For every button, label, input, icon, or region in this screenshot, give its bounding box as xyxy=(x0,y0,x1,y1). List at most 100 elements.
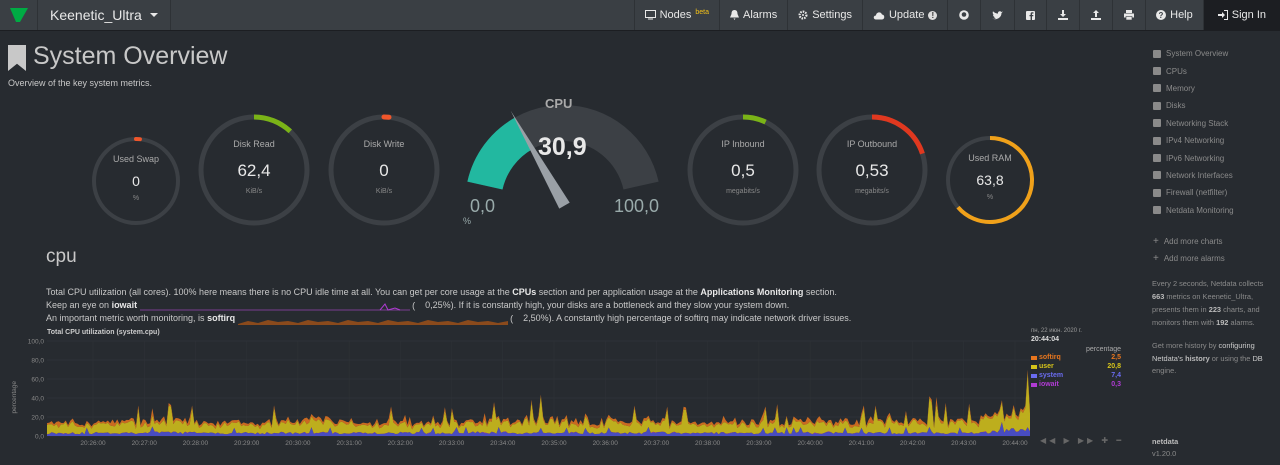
legend-row-system[interactable]: system 7,4 xyxy=(1031,371,1121,380)
cpu-icon xyxy=(1153,67,1161,76)
gauge-used-swap[interactable]: Used Swap 0 % xyxy=(90,135,182,227)
gauge-ip-outbound[interactable]: IP Outbound 0,53 megabits/s xyxy=(815,113,929,227)
applications-link[interactable]: Applications Monitoring xyxy=(700,287,804,297)
x-tick-label: 20:31:00 xyxy=(336,440,362,447)
desc-text: section. xyxy=(803,287,837,297)
twitter-icon xyxy=(992,10,1004,19)
help-button[interactable]: ? Help xyxy=(1145,0,1203,30)
cpu-gauge-needle xyxy=(510,110,570,209)
desc-text: section and per application usage at the xyxy=(536,287,701,297)
legend-time: 20:44:04 xyxy=(1031,336,1060,343)
cpus-link[interactable]: CPUs xyxy=(512,287,537,297)
nodes-button[interactable]: Nodes beta xyxy=(633,0,719,30)
bell-icon xyxy=(729,10,739,20)
chart-controls[interactable]: ◀◀ ▶ ▶▶ ✚ ━ xyxy=(1040,436,1125,445)
softirq-sparkline xyxy=(237,320,508,325)
cpu-description-line-2: Keep an eye on iowait ( 0,25%). If it is… xyxy=(46,300,790,311)
alarms-button[interactable]: Alarms xyxy=(718,0,787,30)
bookmark-icon xyxy=(8,45,26,71)
x-tick-label: 20:29:00 xyxy=(234,440,260,447)
add-more-charts-link[interactable]: + Add more charts xyxy=(1153,236,1223,248)
sidebar-item-firewall-netfilter[interactable]: Firewall (netfilter) xyxy=(1153,184,1273,201)
gauge-title: IP Inbound xyxy=(721,139,765,149)
sidebar-item-cpus[interactable]: CPUs xyxy=(1153,62,1273,79)
download-icon xyxy=(1058,10,1069,20)
gauge-ring xyxy=(816,114,928,226)
legend-row-iowait[interactable]: iowait 0,3 xyxy=(1031,380,1121,389)
gauge-unit: KiB/s xyxy=(245,188,263,195)
sidebar-item-netdata-monitoring[interactable]: Netdata Monitoring xyxy=(1153,202,1273,219)
add-alarms-label: Add more alarms xyxy=(1163,254,1225,264)
sidebar-item-system-overview[interactable]: System Overview xyxy=(1153,45,1273,62)
gauge-fill xyxy=(742,114,767,125)
page-title: System Overview xyxy=(33,42,228,70)
legend-row-user[interactable]: user 20,8 xyxy=(1031,362,1121,371)
sidebar-item-ipv4-networking[interactable]: IPv4 Networking xyxy=(1153,132,1273,149)
legend-value: 20,8 xyxy=(1107,363,1121,370)
chart-title: Total CPU utilization (system.cpu) xyxy=(47,329,160,336)
cpu-gauge-fill xyxy=(467,117,533,190)
legend-series-name: softirq xyxy=(1031,354,1061,361)
history-config-link[interactable]: configuring Netdata's xyxy=(1152,340,1255,363)
sign-in-button[interactable]: Sign In xyxy=(1202,0,1280,30)
download-button[interactable] xyxy=(1046,0,1079,30)
gauge-title: IP Outbound xyxy=(846,139,898,149)
x-tick-label: 20:35:00 xyxy=(541,440,567,447)
github-button[interactable] xyxy=(947,0,980,30)
info-text: alarms. xyxy=(1228,317,1255,327)
legend-series-name: user xyxy=(1031,363,1054,370)
cpu-description-line-3: An important metric worth monitoring, is… xyxy=(46,313,852,325)
chart-legend: пн, 22 июн. 2020 г. 20:44:04 percentage … xyxy=(1031,328,1121,389)
iowait-value: 0,25% xyxy=(425,300,451,311)
legend-row-softirq[interactable]: softirq 2,5 xyxy=(1031,353,1121,362)
gauge-unit: megabits/s xyxy=(855,188,889,195)
print-button[interactable] xyxy=(1112,0,1145,30)
x-tick-label: 20:32:00 xyxy=(388,440,414,447)
gauge-ring xyxy=(687,114,799,226)
cpu-gauge-max: 100,0 xyxy=(614,196,660,216)
gauge-disk-write[interactable]: Disk Write 0 KiB/s xyxy=(327,113,441,227)
beta-badge: beta xyxy=(695,8,709,16)
sidebar-item-ipv6-networking[interactable]: IPv6 Networking xyxy=(1153,149,1273,166)
bar-chart-icon xyxy=(1153,206,1161,215)
sidebar-item-memory[interactable]: Memory xyxy=(1153,80,1273,97)
gauge-title: Used Swap xyxy=(112,154,160,164)
gauge-fill xyxy=(253,114,292,134)
netdata-logo[interactable] xyxy=(0,0,38,30)
bookmark-icon xyxy=(1153,49,1161,58)
gauge-value: 0 xyxy=(132,173,140,189)
update-button[interactable]: Update ! xyxy=(861,0,947,30)
memory-icon xyxy=(1153,84,1161,93)
gauge-used-ram[interactable]: Used RAM 63,8 % xyxy=(944,134,1036,226)
x-tick-label: 20:41:00 xyxy=(849,440,875,447)
x-tick-label: 20:26:00 xyxy=(80,440,106,447)
sidebar-item-label: Firewall (netfilter) xyxy=(1166,188,1228,198)
y-tick-label: 0,0 xyxy=(35,434,44,441)
history-link[interactable]: history xyxy=(1185,353,1210,363)
sidebar-item-network-interfaces[interactable]: Network Interfaces xyxy=(1153,167,1273,184)
settings-button[interactable]: Settings xyxy=(787,0,862,30)
twitter-button[interactable] xyxy=(980,0,1014,30)
gauge-disk-read[interactable]: Disk Read 62,4 KiB/s xyxy=(197,113,311,227)
legend-series-name: system xyxy=(1031,372,1063,379)
sign-in-label: Sign In xyxy=(1231,9,1266,21)
upload-button[interactable] xyxy=(1079,0,1112,30)
db-link[interactable]: DB xyxy=(1252,353,1263,363)
gauge-title: Used RAM xyxy=(968,153,1012,163)
facebook-button[interactable] xyxy=(1014,0,1046,30)
info-text: Every 2 seconds, Netdata collects xyxy=(1152,279,1264,288)
gauge-ring xyxy=(92,137,180,225)
cpu-utilization-chart[interactable]: 100,0 80,0 60,0 40,0 20,0 0,0 percentage 20:26:… xyxy=(0,335,1035,450)
host-selector[interactable]: Keenetic_Ultra xyxy=(38,0,171,30)
monitor-icon xyxy=(644,10,656,20)
gauge-ip-inbound[interactable]: IP Inbound 0,5 megabits/s xyxy=(686,113,800,227)
sidebar-info: Every 2 seconds, Netdata collects 663 me… xyxy=(1152,278,1270,378)
cpu-gauge[interactable] xyxy=(453,93,673,233)
section-title-cpu: cpu xyxy=(46,246,77,267)
sidebar-item-label: Disks xyxy=(1166,101,1186,111)
brand-name: netdata xyxy=(1152,437,1179,446)
sidebar-item-networking-stack[interactable]: Networking Stack xyxy=(1153,115,1273,132)
add-more-alarms-link[interactable]: + Add more alarms xyxy=(1153,253,1225,265)
shield-icon xyxy=(1153,188,1161,197)
sidebar-item-disks[interactable]: Disks xyxy=(1153,97,1273,114)
